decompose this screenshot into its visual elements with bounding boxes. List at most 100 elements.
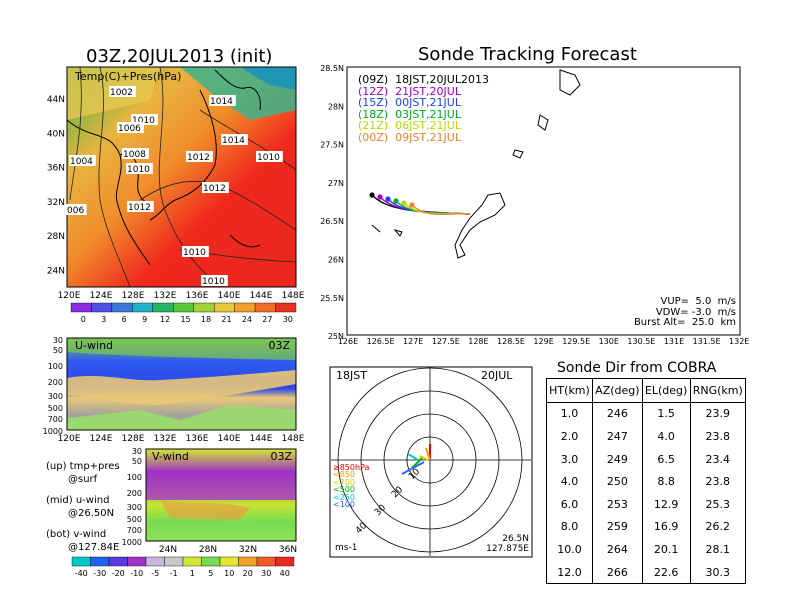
v-p-tick: 200 bbox=[127, 489, 142, 498]
colorbar-swatch bbox=[71, 556, 91, 567]
contour-label: 1010 bbox=[257, 153, 280, 163]
track-lat-tick: 27.5N bbox=[320, 141, 344, 150]
contour-label-bg bbox=[69, 155, 96, 166]
u-wind-label: U-wind bbox=[75, 339, 113, 352]
v-colorbar-tick: -30 bbox=[93, 569, 106, 578]
table-cell: 23.4 bbox=[689, 447, 746, 471]
sonde-tracks bbox=[369, 192, 471, 216]
table-cell: 266 bbox=[592, 560, 643, 585]
map-colorbar-tick: 24 bbox=[242, 315, 252, 324]
track-lat-ticks: 28.5N 28N 27.5N 27N 26.5N 26N 25.5N 25N bbox=[320, 64, 344, 341]
hodo-segment bbox=[425, 447, 431, 461]
u-p-tick: 1000 bbox=[43, 427, 63, 436]
track-lon-ticks: 126E 126.5E 127E 127.5E 128E 128.5E 129E 129.5E… bbox=[338, 337, 750, 346]
v-lat-tick: 28N bbox=[199, 545, 217, 555]
hodo-segment bbox=[411, 457, 423, 469]
u-p-tick: 200 bbox=[48, 378, 63, 387]
u-lon-ticks: 120E 124E 128E 132E 136E 140E 144E 148E bbox=[58, 434, 305, 444]
contour-label-bg bbox=[201, 275, 228, 286]
table-cell: 28.1 bbox=[689, 538, 746, 561]
track-lon-tick: 128.5E bbox=[497, 337, 525, 346]
contour-label: 1010 bbox=[132, 116, 155, 126]
map-lat-tick: 40N bbox=[47, 129, 65, 139]
map-field-label: Temp(C)+Pres(hPa) bbox=[74, 70, 181, 83]
map-colorbar-tick: 21 bbox=[221, 315, 231, 324]
colorbar-swatch bbox=[219, 556, 239, 567]
table-row: 1.0 246 1.5 23.9 bbox=[546, 402, 746, 426]
track-param: Burst Alt= 25.0 km bbox=[633, 317, 736, 328]
track-legend-item: (18Z) 03JST,21JUL bbox=[358, 107, 461, 121]
track-lon-tick: 127E bbox=[403, 337, 423, 346]
track-lon-tick: 130E bbox=[599, 337, 619, 346]
colorbar-swatch bbox=[201, 556, 221, 567]
track-coastlines bbox=[371, 69, 581, 259]
polar-legend: ≥850hPa <850 <700 <500 <250 <100 bbox=[333, 463, 369, 508]
v-p-tick: 30 bbox=[132, 447, 142, 456]
colorbar-swatch bbox=[193, 302, 215, 313]
v-colorbar-tick: 30 bbox=[261, 569, 271, 578]
map-lat-ticks: 44N 40N 36N 32N 28N 24N bbox=[47, 95, 65, 277]
map-lat-tick: 36N bbox=[47, 164, 65, 174]
map-colorbar-tick: 0 bbox=[81, 315, 86, 324]
table-row: 10.0 264 20.1 28.1 bbox=[546, 538, 746, 561]
map-colorbar: 0 3 6 9 12 15 18 21 24 27 30 bbox=[70, 302, 297, 324]
polar-lon: 127.875E bbox=[486, 544, 529, 554]
track-lon-tick: 130.5E bbox=[627, 337, 655, 346]
v-p-tick: 300 bbox=[127, 503, 142, 512]
map-lon-tick: 124E bbox=[90, 291, 113, 301]
track-param: VDW= -3.0 m/s bbox=[655, 306, 736, 318]
polar-legend-item: <850 bbox=[333, 470, 355, 480]
colorbar-swatch bbox=[90, 556, 110, 567]
track-legend-item: (21Z) 06JST,21JUL bbox=[358, 119, 461, 132]
track-legend-item: (09Z) 18JST,20JUL2013 bbox=[358, 73, 489, 86]
u-p-tick: 100 bbox=[48, 362, 63, 371]
u-lon-tick: 148E bbox=[282, 434, 305, 444]
hodo-segment bbox=[401, 461, 425, 475]
u-lon-tick: 132E bbox=[154, 434, 177, 444]
table-cell: 10.0 bbox=[546, 538, 593, 561]
sonde-dir-title: Sonde Dir from COBRA bbox=[557, 360, 717, 376]
track-title: Sonde Tracking Forecast bbox=[418, 44, 637, 65]
track-lon-tick: 132E bbox=[729, 337, 749, 346]
contour-label: 1008 bbox=[123, 150, 146, 160]
track-lat-tick: 28.5N bbox=[320, 64, 344, 73]
track-lon-tick: 129.5E bbox=[562, 337, 590, 346]
track-legend-item: (15Z) 00JST,21JUL bbox=[358, 96, 461, 109]
colorbar-swatch bbox=[145, 556, 165, 567]
colorbar-swatch bbox=[238, 556, 258, 567]
colorbar-swatch bbox=[173, 302, 194, 313]
colorbar-swatch bbox=[213, 302, 235, 313]
table-cell: 25.3 bbox=[689, 492, 746, 516]
table-cell: 30.3 bbox=[689, 560, 746, 585]
track-lat-tick: 25.5N bbox=[320, 294, 344, 303]
colorbar-swatch bbox=[234, 302, 256, 313]
polar-legend-item: <700 bbox=[333, 477, 355, 487]
u-lon-tick: 120E bbox=[58, 434, 81, 444]
sonde-landing-dot bbox=[393, 198, 399, 204]
map-frame bbox=[66, 66, 297, 288]
v-lat-tick: 24N bbox=[159, 545, 177, 555]
contour-label: 1012 bbox=[203, 184, 226, 194]
sonde-landing-dot bbox=[409, 202, 415, 208]
map-lon-tick: 132E bbox=[154, 291, 177, 301]
map-lat-tick: 28N bbox=[47, 232, 65, 242]
v-lat-tick: 32N bbox=[239, 545, 257, 555]
v-p-tick: 700 bbox=[127, 526, 142, 535]
u-lon-tick: 124E bbox=[90, 434, 113, 444]
v-colorbar-tick: 10 bbox=[224, 569, 234, 578]
v-colorbar-tick: -40 bbox=[75, 569, 88, 578]
track-lon-tick: 126E bbox=[338, 337, 358, 346]
colorbar-swatch bbox=[91, 302, 113, 313]
table-header: RNG(km) bbox=[689, 378, 746, 403]
v-colorbar-tick: -1 bbox=[170, 569, 178, 578]
table-cell: 253 bbox=[592, 492, 643, 516]
hodo-segment bbox=[419, 455, 429, 461]
contour-label-bg bbox=[221, 134, 248, 145]
u-wind-time: 03Z bbox=[268, 339, 290, 352]
polar-time-right: 20JUL bbox=[481, 369, 513, 382]
table-cell: 259 bbox=[592, 515, 643, 539]
table-cell: 12.9 bbox=[641, 492, 691, 516]
note-up: (up) tmp+pres bbox=[46, 461, 120, 472]
track-lon-tick: 129E bbox=[533, 337, 553, 346]
polar-time-left: 18JST bbox=[336, 369, 367, 382]
